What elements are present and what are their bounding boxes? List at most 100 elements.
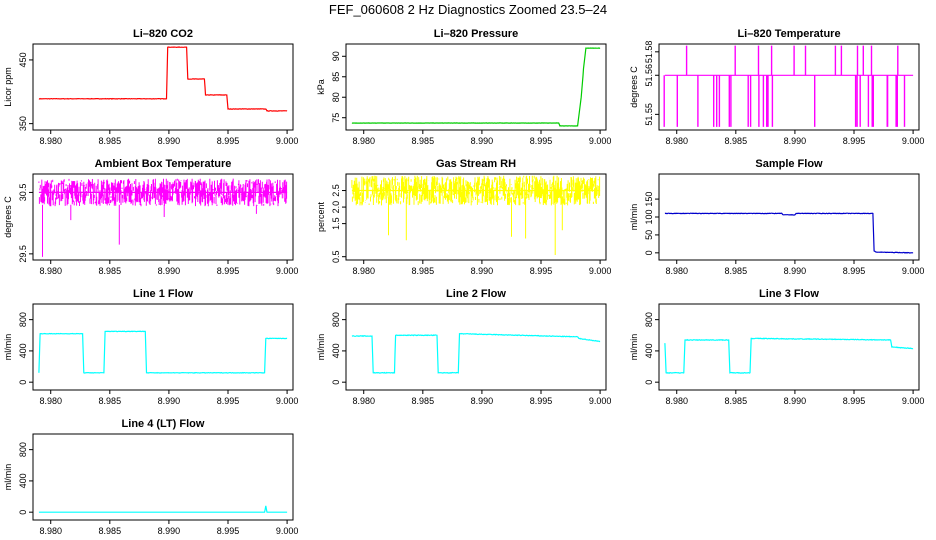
x-tick-label: 8.990: [158, 136, 181, 146]
y-tick-label: 0: [331, 380, 341, 385]
panel-li-820-pressure: Li–820 Pressure 8.980 8.985 8.990 8.995 9.000…: [316, 28, 611, 146]
x-tick-label: 8.990: [158, 396, 181, 406]
x-tick-label: 8.990: [784, 136, 807, 146]
x-tick-label: 9.000: [589, 136, 612, 146]
x-tick-label: 8.980: [665, 136, 688, 146]
x-tick-label: 8.995: [530, 266, 553, 276]
y-axis-label: kPa: [316, 79, 326, 95]
y-tick-label: 0: [18, 380, 28, 385]
plot-frame: [32, 43, 294, 131]
y-tick-label: 90: [331, 51, 341, 61]
panel-line-2-flow: Line 2 Flow 8.980 8.985 8.990 8.995 9.000 0 400…: [316, 288, 611, 406]
x-tick-label: 8.985: [99, 396, 122, 406]
y-tick-label: 400: [18, 473, 28, 488]
x-tick-label: 9.000: [276, 266, 299, 276]
x-tick-label: 9.000: [276, 526, 299, 536]
x-tick-label: 8.990: [471, 396, 494, 406]
y-tick-label: 150: [644, 192, 654, 207]
y-tick-label: 0: [18, 510, 28, 515]
series-noise: [38, 178, 288, 257]
x-tick-label: 8.985: [725, 396, 748, 406]
x-tick-label: 8.980: [39, 526, 62, 536]
plot-frame: [345, 173, 607, 261]
panel-title: Line 2 Flow: [446, 288, 506, 300]
panel-sample-flow: Sample Flow 8.980 8.985 8.990 8.995 9.000 0 50 1…: [629, 158, 924, 276]
panel-li-820-co2: Li–820 CO2 8.980 8.985 8.990 8.995 9.000 350 45…: [3, 28, 298, 146]
panel-line-4-lt-flow: Line 4 (LT) Flow 8.980 8.985 8.990 8.995 9.00…: [3, 418, 298, 536]
x-tick-label: 8.995: [217, 266, 240, 276]
panel-ambient-box-temperature: Ambient Box Temperature 8.980 8.985 8.990 8.…: [3, 158, 298, 276]
figure-title: FEF_060608 2 Hz Diagnostics Zoomed 23.5–…: [328, 2, 608, 17]
panel-li-820-temperature: Li–820 Temperature 8.980 8.985 8.990 8.995 9.…: [629, 28, 924, 146]
y-tick-label: 30.5: [18, 184, 28, 202]
x-tick-label: 9.000: [276, 136, 299, 146]
y-tick-label: 2.0: [331, 201, 341, 214]
y-tick-label: 29.5: [18, 245, 28, 263]
plot-frame: [345, 303, 607, 391]
panel-line-1-flow: Line 1 Flow 8.980 8.985 8.990 8.995 9.000 0 400…: [3, 288, 298, 406]
panel-title: Line 4 (LT) Flow: [122, 418, 205, 430]
x-tick-label: 8.990: [471, 136, 494, 146]
series-line: [38, 46, 288, 112]
panel-gas-stream-rh: Gas Stream RH 8.980 8.985 8.990 8.995 9.000 0.…: [316, 158, 611, 276]
series-line: [351, 332, 601, 374]
y-tick-label: 50: [644, 230, 654, 240]
plot-frame: [658, 303, 920, 391]
x-tick-label: 8.980: [352, 136, 375, 146]
y-axis-label: percent: [316, 201, 326, 232]
x-tick-label: 8.995: [217, 526, 240, 536]
plot-frame: [32, 433, 294, 521]
y-tick-label: 800: [644, 312, 654, 327]
x-tick-label: 8.995: [843, 266, 866, 276]
x-tick-label: 8.995: [217, 396, 240, 406]
y-tick-label: 400: [331, 343, 341, 358]
panel-line-3-flow: Line 3 Flow 8.980 8.985 8.990 8.995 9.000 0 400…: [629, 288, 924, 406]
x-tick-label: 8.995: [217, 136, 240, 146]
x-tick-label: 8.990: [784, 266, 807, 276]
x-tick-label: 8.980: [39, 266, 62, 276]
x-tick-label: 8.995: [843, 136, 866, 146]
x-tick-label: 8.980: [39, 396, 62, 406]
panel-title: Line 1 Flow: [133, 288, 193, 300]
series-line: [664, 212, 914, 254]
x-tick-label: 8.985: [725, 266, 748, 276]
plot-frame: [32, 173, 294, 261]
x-tick-label: 8.990: [784, 396, 807, 406]
x-tick-label: 8.990: [158, 526, 181, 536]
y-axis-label: ml/min: [316, 334, 326, 361]
plot-frame: [32, 303, 294, 391]
y-axis-label: degrees C: [629, 66, 639, 108]
x-tick-label: 8.980: [352, 396, 375, 406]
y-tick-label: 350: [18, 116, 28, 131]
y-tick-label: 0.5: [331, 250, 341, 263]
x-tick-label: 8.985: [412, 266, 435, 276]
x-tick-label: 8.980: [39, 136, 62, 146]
panel-title: Gas Stream RH: [436, 158, 516, 170]
x-tick-label: 8.985: [412, 396, 435, 406]
panel-title: Li–820 CO2: [133, 28, 193, 40]
x-tick-label: 8.985: [725, 136, 748, 146]
y-axis-label: Licor ppm: [3, 67, 13, 107]
x-tick-label: 9.000: [902, 136, 925, 146]
x-tick-label: 9.000: [902, 266, 925, 276]
x-tick-label: 8.985: [412, 136, 435, 146]
x-tick-label: 8.995: [530, 136, 553, 146]
x-tick-label: 8.990: [471, 266, 494, 276]
panel-title: Ambient Box Temperature: [95, 158, 232, 170]
x-tick-label: 9.000: [589, 266, 612, 276]
y-tick-label: 800: [331, 312, 341, 327]
series-spikes: [663, 45, 906, 127]
x-tick-label: 8.985: [99, 266, 122, 276]
y-tick-label: 2.5: [331, 184, 341, 197]
y-tick-label: 0: [644, 250, 654, 255]
series-line: [38, 330, 288, 374]
y-tick-label: 1.5: [331, 217, 341, 230]
y-tick-label: 51.58: [644, 41, 654, 64]
y-axis-label: degrees C: [3, 196, 13, 238]
plot-frame: [658, 173, 920, 261]
panel-title: Sample Flow: [755, 158, 823, 170]
y-tick-label: 800: [18, 312, 28, 327]
y-tick-label: 400: [644, 343, 654, 358]
y-tick-label: 100: [644, 209, 654, 224]
x-tick-label: 8.985: [99, 526, 122, 536]
